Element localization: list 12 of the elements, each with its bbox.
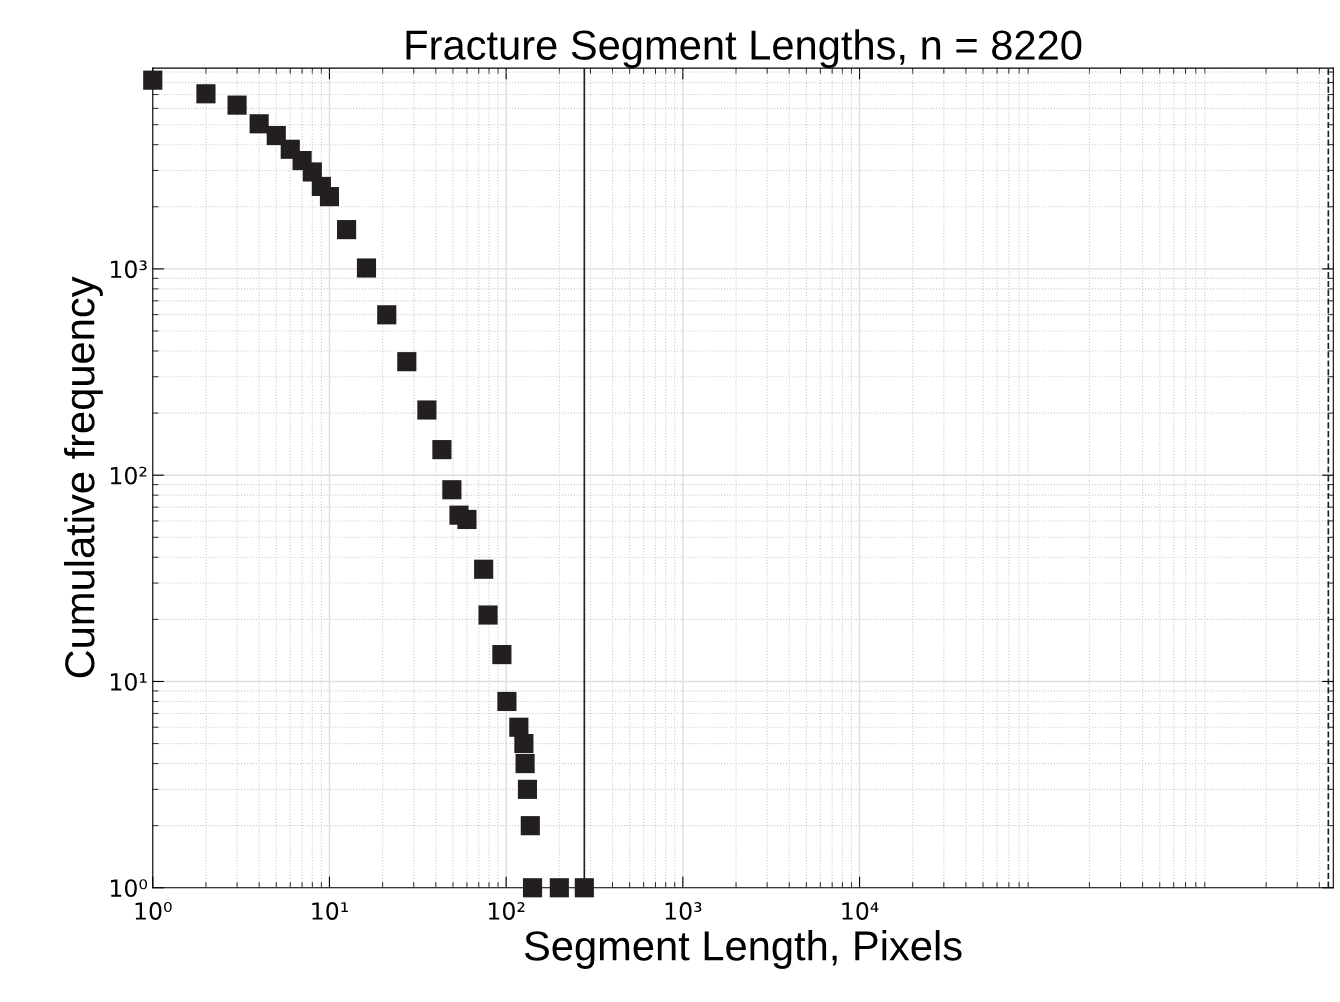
y-axis-title: Cumulative frequency: [63, 276, 103, 678]
x-tick-label: 10²: [488, 902, 525, 920]
x-axis-title: Segment Length, Pixels: [524, 930, 962, 969]
x-tick-label: 10³: [665, 902, 702, 920]
y-tick-label: 10³: [110, 260, 147, 279]
chart-title: Fracture Segment Lengths, n = 8220: [406, 29, 1082, 69]
x-tick-label: 10⁴: [842, 902, 879, 920]
x-tick-label: 10¹: [312, 902, 348, 920]
y-tick-label: 10⁰: [110, 879, 148, 898]
x-tick-label: 10⁰: [135, 902, 172, 920]
y-tick-label: 10²: [110, 466, 147, 485]
y-tick-label: 10¹: [110, 672, 147, 691]
